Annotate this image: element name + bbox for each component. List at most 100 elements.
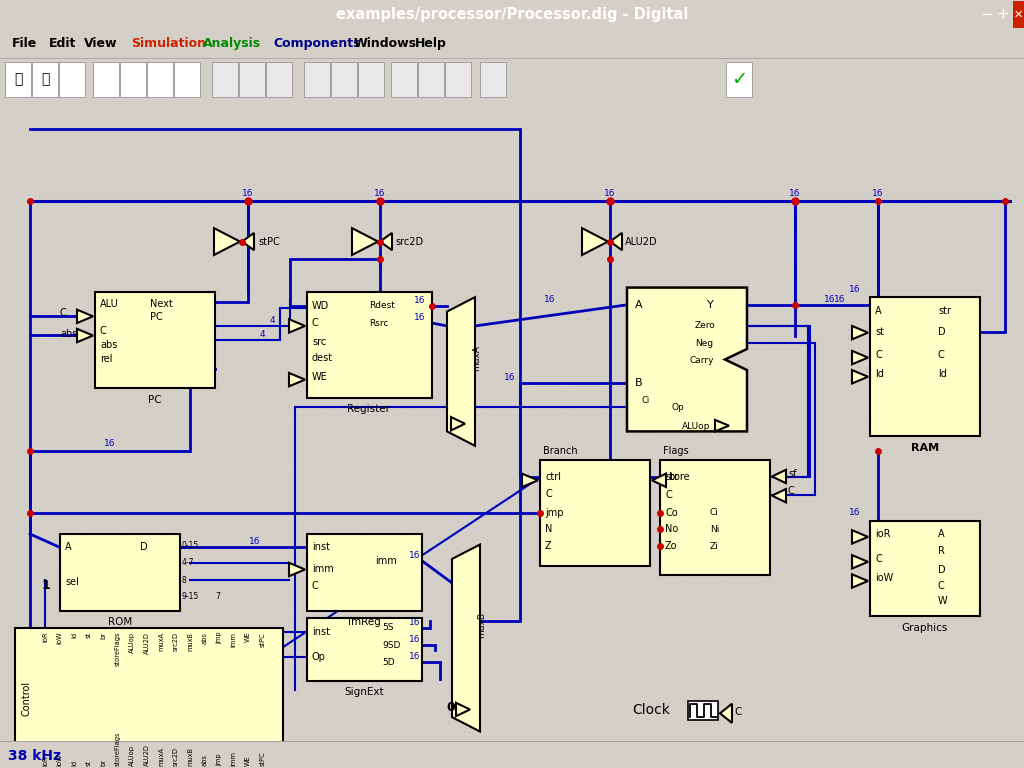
Text: str: str [938, 306, 951, 316]
Text: 16: 16 [410, 617, 421, 627]
Text: 16: 16 [824, 295, 836, 303]
Text: 16: 16 [410, 652, 421, 661]
Text: muxA: muxA [472, 345, 481, 371]
Text: inst: inst [312, 627, 330, 637]
Text: Carry: Carry [689, 356, 714, 365]
Text: D: D [938, 326, 945, 336]
Bar [688, 701, 718, 720]
Text: abs: abs [202, 632, 208, 644]
Text: A: A [938, 529, 944, 539]
Text: muxB: muxB [477, 611, 486, 637]
Bar [32, 62, 58, 97]
Text: A: A [635, 300, 643, 310]
Text: C: C [938, 349, 945, 359]
Text: +: + [996, 7, 1009, 22]
Text: Analysis: Analysis [203, 37, 261, 50]
Polygon shape [451, 417, 465, 430]
Text: Co: Co [665, 508, 678, 518]
Text: ioR: ioR [874, 529, 891, 539]
Polygon shape [214, 228, 240, 255]
Text: imm: imm [230, 751, 237, 766]
Text: Ci: Ci [710, 508, 719, 518]
Bar [15, 628, 283, 768]
Text: 9-15: 9-15 [182, 592, 200, 601]
Text: Y: Y [707, 300, 714, 310]
Text: 16: 16 [415, 313, 426, 322]
Text: ALU2D: ALU2D [625, 237, 657, 247]
Polygon shape [289, 373, 305, 386]
Text: Flags: Flags [663, 445, 688, 455]
Text: Ni: Ni [710, 525, 720, 534]
Bar [266, 62, 292, 97]
Text: ctrl: ctrl [545, 472, 561, 482]
Polygon shape [452, 545, 480, 732]
Text: imm: imm [230, 632, 237, 647]
Text: 16: 16 [849, 508, 861, 518]
Text: abs: abs [60, 329, 78, 339]
Bar [307, 293, 432, 398]
Text: RAM: RAM [911, 442, 939, 452]
Text: Components: Components [273, 37, 360, 50]
Text: abs: abs [100, 340, 118, 350]
Text: src2D: src2D [172, 632, 178, 650]
Text: File: File [12, 37, 38, 50]
Text: 16: 16 [104, 439, 116, 449]
Text: WE: WE [245, 756, 251, 766]
Text: C: C [874, 554, 882, 564]
Text: Ci: Ci [641, 396, 649, 406]
Text: W: W [938, 596, 947, 606]
Polygon shape [852, 530, 868, 544]
Text: 16: 16 [410, 635, 421, 644]
Bar [660, 460, 770, 575]
Text: Op: Op [672, 403, 685, 412]
Bar [304, 62, 330, 97]
Text: WE: WE [245, 632, 251, 643]
Text: ioW: ioW [56, 753, 62, 766]
Polygon shape [627, 287, 746, 432]
Text: st: st [85, 760, 91, 766]
Text: ioW: ioW [56, 632, 62, 644]
Text: Zero: Zero [695, 322, 716, 330]
Text: stPC: stPC [259, 632, 265, 647]
Text: 16: 16 [374, 189, 386, 198]
Text: 4: 4 [270, 316, 275, 325]
Text: Zo: Zo [665, 541, 678, 551]
Text: jmp: jmp [216, 632, 222, 644]
Bar [480, 62, 506, 97]
Bar [358, 62, 384, 97]
Text: D: D [938, 565, 945, 575]
Bar [540, 460, 650, 566]
Text: A: A [65, 542, 72, 552]
Polygon shape [852, 351, 868, 364]
Text: D: D [140, 542, 147, 552]
Bar [870, 297, 980, 436]
Text: Next: Next [150, 299, 173, 309]
Text: ld: ld [938, 369, 947, 379]
Text: ld: ld [71, 760, 77, 766]
Polygon shape [852, 555, 868, 568]
Text: dest: dest [312, 353, 333, 362]
Text: 8: 8 [182, 575, 186, 584]
Text: st: st [85, 632, 91, 638]
Text: 5S: 5S [382, 624, 393, 633]
Text: C: C [788, 486, 795, 496]
Text: st: st [874, 326, 884, 336]
Text: C: C [100, 326, 106, 336]
Bar [307, 534, 422, 611]
Bar [1013, 2, 1024, 28]
Text: jmp: jmp [545, 508, 563, 518]
Text: Control: Control [22, 681, 32, 717]
Bar [307, 618, 422, 680]
Polygon shape [456, 703, 470, 717]
Bar [391, 62, 417, 97]
Text: Z: Z [545, 541, 552, 551]
Text: SignExt: SignExt [344, 687, 384, 697]
Text: 16: 16 [790, 189, 801, 198]
Text: ROM: ROM [108, 617, 132, 627]
Bar [5, 62, 31, 97]
Text: B: B [635, 379, 643, 389]
Text: imm: imm [312, 564, 334, 574]
Text: sf: sf [788, 468, 797, 478]
Text: Branch: Branch [543, 445, 578, 455]
Polygon shape [852, 574, 868, 588]
